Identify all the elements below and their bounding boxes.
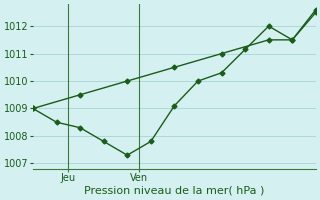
X-axis label: Pression niveau de la mer( hPa ): Pression niveau de la mer( hPa ) [84, 186, 265, 196]
